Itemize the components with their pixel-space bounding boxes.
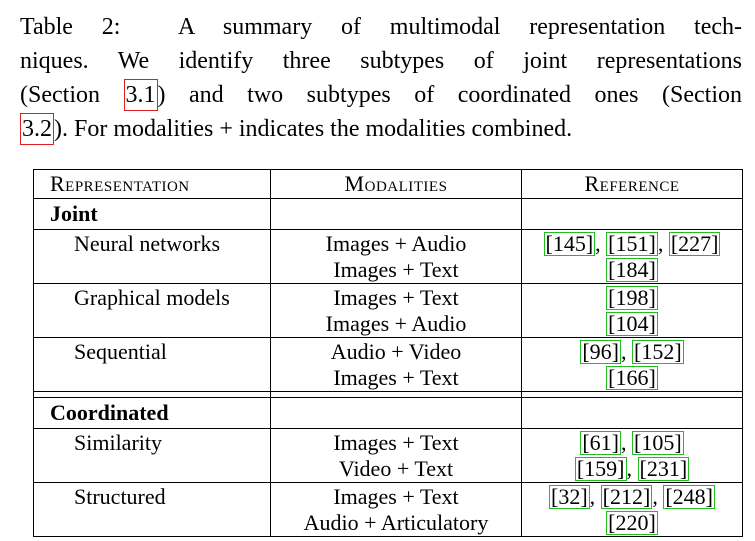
modality-combination: Video + Text xyxy=(338,455,454,481)
caption-line-3: (Section 3.1) and two subtypes of coordi… xyxy=(20,78,742,112)
reference-line: [198] xyxy=(522,285,742,311)
citation-link[interactable]: [198] xyxy=(606,285,658,310)
reference-line: [96], [152] xyxy=(580,339,684,364)
modalities-cell: Audio + Video Images + Text xyxy=(270,337,522,392)
citation-link[interactable]: [145] xyxy=(543,231,596,256)
representation-summary-table: Representation Modalities Reference Join… xyxy=(33,169,743,537)
reference-cell: [145], [151], [227] [184] xyxy=(521,229,743,284)
caption-text: ). For modalities + indicates the modali… xyxy=(54,116,573,142)
modality-combination: Images + Audio xyxy=(325,231,467,256)
modality-combination: Images + Audio xyxy=(325,310,467,336)
modalities-cell: Images + Text Images + Audio xyxy=(270,283,522,338)
modalities-cell: Images + Text Video + Text xyxy=(270,428,522,483)
citation-link[interactable]: [220] xyxy=(606,509,658,535)
group-name: Coordinated xyxy=(33,397,271,429)
reference-line: [184] xyxy=(522,257,742,283)
header-reference: Reference xyxy=(521,169,743,199)
reference-line: [220] xyxy=(522,510,742,536)
citation-link[interactable]: [166] xyxy=(606,364,658,390)
citation-number: 231 xyxy=(646,455,680,481)
table-row: Structured Images + Text Audio + Articulat… xyxy=(33,482,743,537)
caption-line-2: niques. We identify three subtypes of jo… xyxy=(20,48,742,74)
citation-number: 145 xyxy=(552,231,586,256)
subtype-cell: Neural networks xyxy=(33,229,271,284)
citation-link[interactable]: [159] xyxy=(574,455,627,481)
group-row: Joint xyxy=(33,198,743,230)
table-row: Neural networks Images + Audio Images + Te… xyxy=(33,229,743,284)
subtype-cell: Sequential xyxy=(33,337,271,392)
citation-number: 248 xyxy=(672,484,706,509)
citation-number: 227 xyxy=(678,231,712,256)
header-modalities: Modalities xyxy=(270,169,522,199)
modality-combination: Audio + Video xyxy=(330,339,462,364)
modality-combination: Images + Text xyxy=(333,430,459,455)
citation-number: 151 xyxy=(615,231,649,256)
citation-number: 159 xyxy=(584,455,618,481)
modality-combination: Audio + Articulatory xyxy=(303,509,489,535)
citation-number: 61 xyxy=(589,430,612,455)
reference-line: [32], [212], [248] xyxy=(549,484,715,509)
empty-cell xyxy=(270,397,522,429)
citation-number: 220 xyxy=(615,509,649,535)
citation-number: 96 xyxy=(589,339,612,364)
table-header-row: Representation Modalities Reference xyxy=(33,169,743,199)
citation-link[interactable]: [248] xyxy=(663,484,715,509)
modalities-cell: Images + Text Audio + Articulatory xyxy=(270,482,522,537)
citation-number: 198 xyxy=(615,285,649,310)
citation-number: 32 xyxy=(558,484,581,509)
empty-cell xyxy=(270,198,522,230)
citation-link[interactable]: [104] xyxy=(606,310,658,336)
citation-link[interactable]: [231] xyxy=(637,455,690,481)
table-row: Sequential Audio + Video Images + Text [96]… xyxy=(33,337,743,392)
modalities-cell: Images + Audio Images + Text xyxy=(270,229,522,284)
reference-cell: [198] [104] xyxy=(521,283,743,338)
citation-number: 166 xyxy=(615,364,649,390)
citation-number: 105 xyxy=(641,430,675,455)
reference-line: [159], [231] xyxy=(574,455,690,481)
citation-link[interactable]: [227] xyxy=(668,231,721,256)
subtype-cell: Structured xyxy=(33,482,271,537)
reference-line: [166] xyxy=(522,365,742,391)
citation-number: 152 xyxy=(641,339,675,364)
empty-cell xyxy=(521,397,743,429)
section-3-2-link[interactable]: 3.2 xyxy=(20,113,54,145)
reference-cell: [96], [152] [166] xyxy=(521,337,743,392)
modality-combination: Images + Text xyxy=(333,484,459,509)
subtype-cell: Similarity xyxy=(33,428,271,483)
table-caption: Table 2: A summary of multimodal represe… xyxy=(20,10,742,146)
caption-line-1: Table 2: A summary of multimodal represe… xyxy=(20,14,742,40)
caption-text: ) and two subtypes of coordinated ones (… xyxy=(157,82,743,108)
modality-combination: Images + Text xyxy=(333,285,459,310)
group-name: Joint xyxy=(33,198,271,230)
separator-cell xyxy=(521,391,743,398)
citation-link[interactable]: [184] xyxy=(606,256,658,282)
subtype-cell: Graphical models xyxy=(33,283,271,338)
citation-link[interactable]: [151] xyxy=(606,231,658,256)
citation-link[interactable]: [105] xyxy=(632,430,684,455)
caption-line-4: 3.2). For modalities + indicates the mod… xyxy=(20,112,742,146)
caption-text: (Section xyxy=(20,82,124,108)
citation-link[interactable]: [96] xyxy=(580,339,621,364)
citation-link[interactable]: [32] xyxy=(549,484,590,509)
citation-link[interactable]: [152] xyxy=(632,339,684,364)
section-3-1-link[interactable]: 3.1 xyxy=(123,79,158,111)
reference-line: [104] xyxy=(522,311,742,337)
citation-link[interactable]: [61] xyxy=(580,430,621,455)
reference-cell: [32], [212], [248] [220] xyxy=(521,482,743,537)
group-separator xyxy=(33,391,743,398)
header-representation: Representation xyxy=(33,169,271,199)
modality-combination: Images + Text xyxy=(333,364,459,390)
citation-link[interactable]: [212] xyxy=(600,484,653,509)
table-row: Graphical models Images + Text Images + Au… xyxy=(33,283,743,338)
empty-cell xyxy=(521,198,743,230)
reference-cell: [61], [105] [159], [231] xyxy=(521,428,743,483)
citation-number: 212 xyxy=(610,484,643,509)
table-row: Similarity Images + Text Video + Text [61],… xyxy=(33,428,743,483)
citation-number: 104 xyxy=(615,310,649,336)
modality-combination: Images + Text xyxy=(333,256,459,282)
citation-number: 184 xyxy=(615,256,649,282)
group-row: Coordinated xyxy=(33,397,743,429)
reference-line: [61], [105] xyxy=(580,430,684,455)
reference-line: [145], [151], [227] xyxy=(543,231,721,256)
